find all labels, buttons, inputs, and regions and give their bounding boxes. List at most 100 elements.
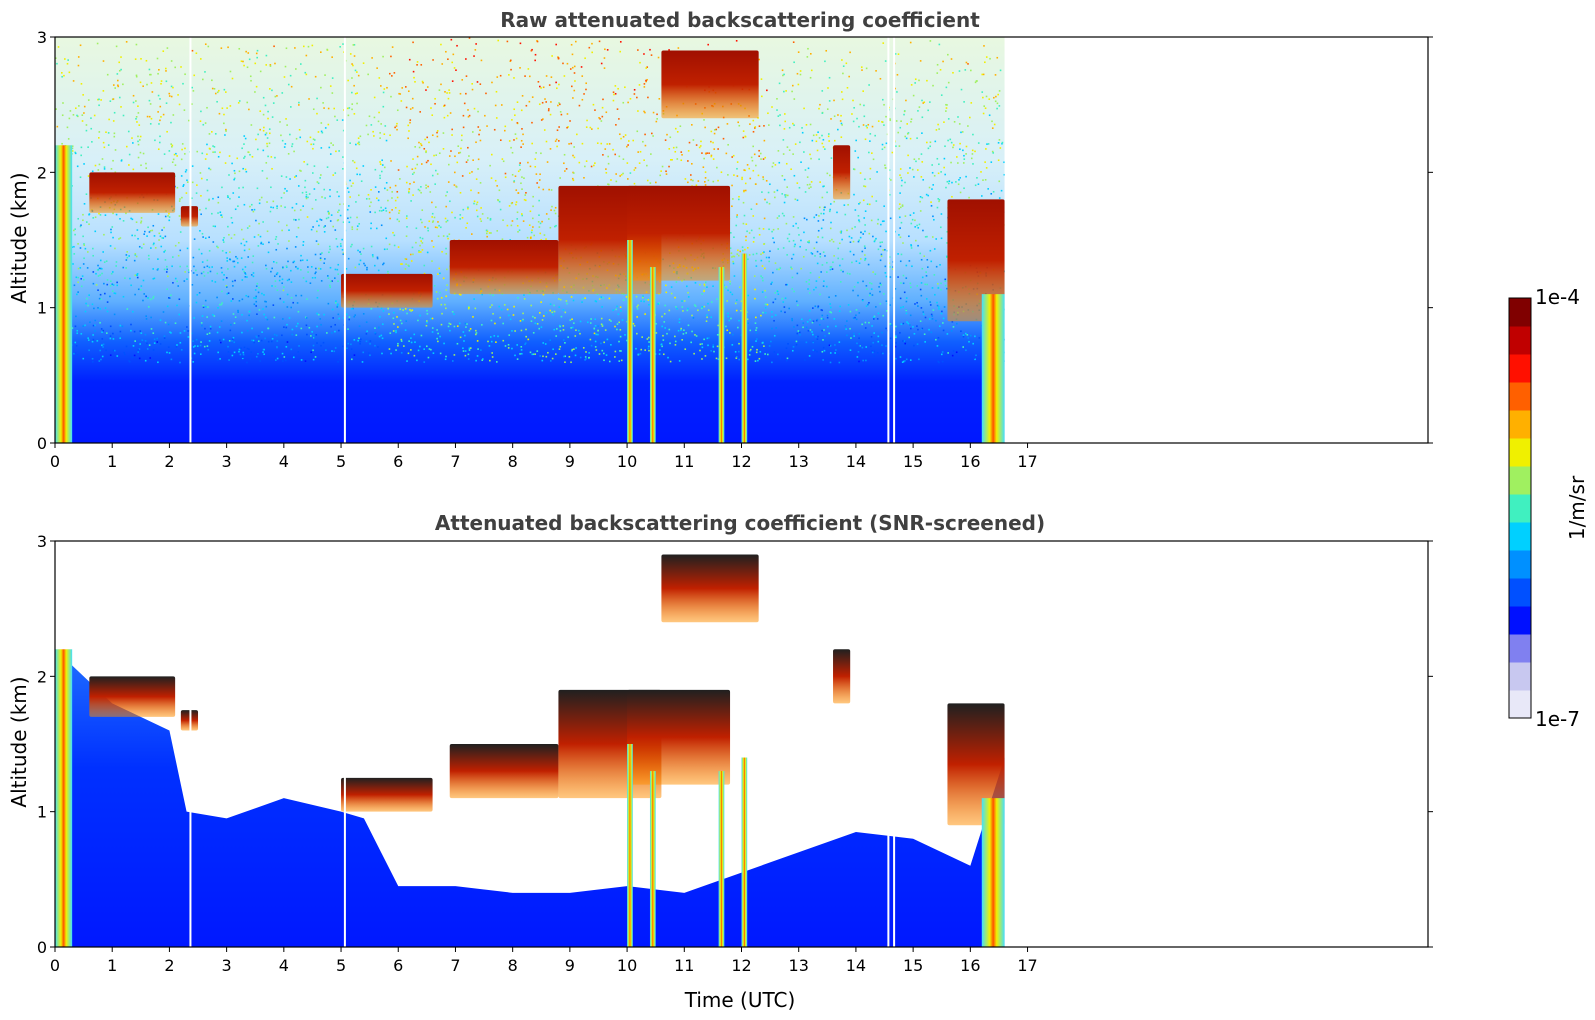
colorbar-swatch [1509, 690, 1531, 719]
cloud-feature [947, 703, 1005, 826]
x-tick-label: 9 [565, 956, 575, 975]
x-tick-label: 5 [336, 956, 346, 975]
x-tick-label: 15 [903, 452, 923, 471]
precipitation-feature [718, 771, 725, 947]
y-tick-label: 1 [37, 803, 47, 822]
x-tick-label: 7 [450, 452, 460, 471]
colorbar: 1e-4 1e-7 1/m/sr [1508, 285, 1589, 731]
data-gap-line [887, 541, 890, 947]
precipitation-feature [718, 267, 725, 443]
y-tick-label: 2 [37, 667, 47, 686]
screened-panel-ylabel: Altitude (km) [7, 676, 31, 807]
precipitation-feature [981, 798, 1005, 947]
x-tick-label: 8 [508, 956, 518, 975]
colorbar-frame [1508, 297, 1532, 719]
screened-panel-title: Attenuated backscattering coefficient (S… [435, 511, 1045, 535]
x-tick-label: 12 [731, 956, 751, 975]
colorbar-swatch [1509, 606, 1531, 635]
data-gap-line [189, 37, 192, 443]
precipitation-feature [649, 771, 656, 947]
colorbar-swatch [1509, 634, 1531, 663]
precipitation-feature [649, 267, 656, 443]
cloud-feature [661, 50, 759, 119]
raw-backscatter-panel: Raw attenuated backscattering coefficien… [7, 8, 1433, 471]
time-axis-label: Time (UTC) [684, 988, 796, 1012]
precipitation-feature [627, 744, 633, 947]
precipitation-feature [55, 145, 73, 443]
precipitation-feature [981, 294, 1005, 443]
colorbar-max-label: 1e-4 [1535, 285, 1580, 309]
colorbar-swatch [1509, 662, 1531, 691]
cloud-feature [661, 554, 759, 623]
data-gap-line [343, 541, 346, 947]
cloud-feature [627, 689, 731, 785]
x-tick-label: 1 [107, 452, 117, 471]
x-tick-label: 13 [789, 452, 809, 471]
x-tick-label: 11 [674, 956, 694, 975]
colorbar-swatch [1509, 578, 1531, 607]
raw-panel-ylabel: Altitude (km) [7, 172, 31, 303]
colorbar-swatch [1509, 382, 1531, 411]
cloud-feature [449, 744, 559, 799]
y-tick-label: 0 [37, 434, 47, 453]
x-tick-label: 10 [617, 956, 637, 975]
data-gap-line [893, 541, 896, 947]
colorbar-min-label: 1e-7 [1535, 707, 1580, 731]
x-tick-label: 4 [279, 956, 289, 975]
cloud-feature [341, 273, 433, 308]
colorbar-swatch [1509, 438, 1531, 467]
colorbar-swatch [1509, 298, 1531, 327]
cloud-feature [627, 185, 731, 281]
data-gap-line [343, 37, 346, 443]
x-tick-label: 15 [903, 956, 923, 975]
colorbar-swatch [1509, 410, 1531, 439]
x-tick-label: 10 [617, 452, 637, 471]
x-tick-label: 16 [960, 956, 980, 975]
x-tick-label: 0 [50, 452, 60, 471]
cloud-feature [833, 145, 851, 200]
colorbar-unit-label: 1/m/sr [1565, 475, 1589, 540]
colorbar-swatch [1509, 354, 1531, 383]
data-gap-line [887, 37, 890, 443]
x-tick-label: 16 [960, 452, 980, 471]
raw-heatmap [54, 36, 1429, 444]
precipitation-feature [741, 253, 748, 443]
x-tick-label: 6 [393, 452, 403, 471]
snr-screened-panel: Attenuated backscattering coefficient (S… [7, 511, 1433, 1012]
x-tick-label: 4 [279, 452, 289, 471]
precipitation-feature [627, 240, 633, 443]
x-tick-label: 2 [164, 956, 174, 975]
x-tick-label: 6 [393, 956, 403, 975]
cloud-feature [833, 649, 851, 704]
colorbar-swatch [1509, 494, 1531, 523]
x-tick-label: 13 [789, 956, 809, 975]
y-tick-label: 0 [37, 938, 47, 957]
colorbar-swatch [1509, 522, 1531, 551]
x-tick-label: 14 [846, 956, 866, 975]
y-tick-label: 2 [37, 163, 47, 182]
x-tick-label: 0 [50, 956, 60, 975]
screened-retained-region [55, 649, 1005, 947]
cloud-feature [341, 777, 433, 812]
backscatter-features [55, 50, 1005, 443]
cloud-feature [89, 676, 176, 717]
x-tick-label: 3 [222, 452, 232, 471]
x-tick-label: 17 [1017, 956, 1037, 975]
x-tick-label: 7 [450, 956, 460, 975]
colorbar-swatch [1509, 466, 1531, 495]
y-tick-label: 3 [37, 532, 47, 551]
y-tick-label: 3 [37, 28, 47, 47]
cloud-feature [89, 172, 176, 213]
x-tick-label: 14 [846, 452, 866, 471]
colorbar-swatch [1509, 550, 1531, 579]
raw-panel-title: Raw attenuated backscattering coefficien… [500, 8, 980, 32]
x-tick-label: 17 [1017, 452, 1037, 471]
data-gap-line [893, 37, 896, 443]
x-tick-label: 1 [107, 956, 117, 975]
x-tick-label: 11 [674, 452, 694, 471]
cloud-feature [449, 240, 559, 295]
precipitation-feature [55, 649, 73, 947]
